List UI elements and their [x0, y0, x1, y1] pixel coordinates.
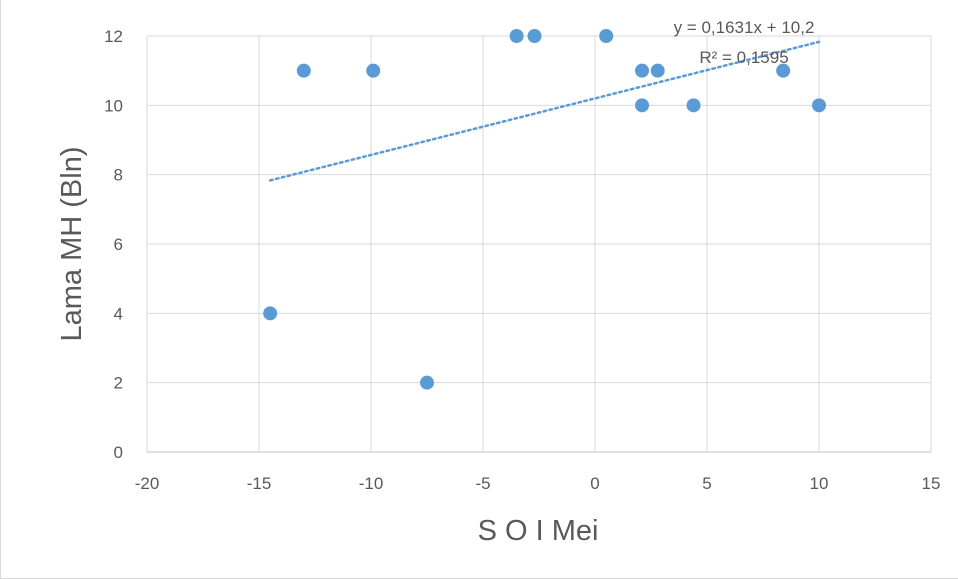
data-point: [366, 63, 381, 78]
x-tick-label: 15: [922, 474, 941, 493]
data-point: [650, 63, 665, 78]
grid-lines: [146, 35, 932, 453]
y-tick-label: 10: [104, 96, 123, 115]
data-point: [812, 98, 826, 113]
y-tick-labels: 0 2 4 6 8 10 12: [104, 27, 123, 462]
data-point: [509, 29, 524, 43]
data-point: [635, 63, 650, 78]
y-tick-label: 6: [114, 235, 123, 254]
y-tick-label: 4: [114, 304, 123, 323]
data-point: [686, 98, 701, 113]
trendline-r-squared: R² = 0,1595: [699, 48, 788, 67]
x-tick-label: 5: [702, 474, 711, 493]
data-point: [635, 98, 650, 113]
trendline: [268, 40, 821, 182]
y-tick-label: 2: [114, 374, 123, 393]
data-point: [296, 63, 311, 78]
trendline-group: [268, 40, 821, 182]
x-axis-title: S O I Mei: [478, 515, 599, 547]
data-point: [420, 375, 434, 390]
x-tick-label: 0: [590, 474, 599, 493]
x-tick-label: -5: [475, 474, 490, 493]
y-tick-label: 12: [104, 27, 123, 46]
x-tick-labels: -20 -15 -10 -5 0 5 10 15: [135, 474, 941, 493]
y-tick-label: 8: [114, 166, 123, 185]
data-point: [263, 306, 278, 321]
y-axis-title: Lama MH (Bln): [56, 147, 88, 342]
data-point: [776, 63, 791, 78]
x-tick-label: 10: [810, 474, 829, 493]
data-point: [527, 29, 542, 43]
x-tick-label: -20: [135, 474, 160, 493]
data-points: [263, 29, 826, 390]
x-tick-label: -10: [359, 474, 384, 493]
y-tick-label: 0: [114, 443, 123, 462]
data-point: [599, 29, 614, 43]
trendline-equation: y = 0,1631x + 10,2: [674, 18, 815, 37]
x-tick-label: -15: [247, 474, 272, 493]
